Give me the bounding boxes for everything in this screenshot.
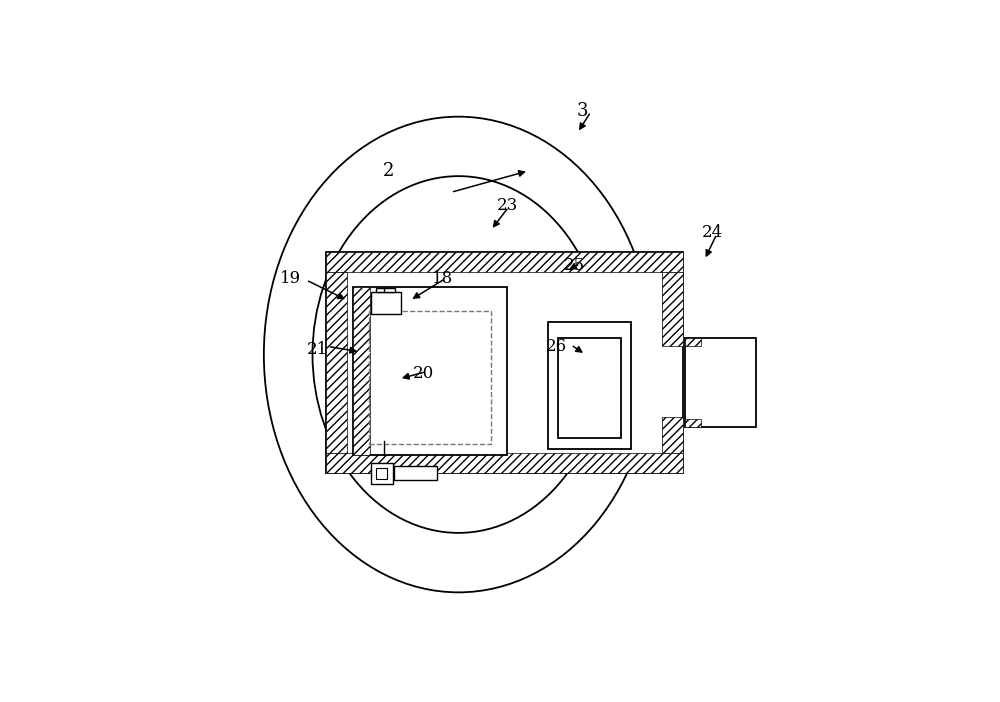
Text: 21: 21 — [307, 340, 329, 357]
Bar — [369, 311, 491, 444]
Text: 2: 2 — [382, 161, 394, 180]
Bar — [371, 292, 401, 314]
Bar — [376, 288, 395, 292]
Bar — [685, 419, 701, 428]
Text: 18: 18 — [432, 270, 453, 287]
Text: 20: 20 — [413, 365, 434, 382]
Bar — [326, 272, 347, 453]
Bar — [662, 417, 683, 453]
Bar — [326, 453, 683, 473]
Bar — [685, 338, 701, 346]
Bar — [371, 463, 393, 484]
Bar — [353, 287, 507, 454]
Text: 25: 25 — [564, 257, 585, 274]
Bar — [662, 272, 683, 346]
Bar — [685, 338, 756, 428]
Bar — [558, 338, 621, 438]
Text: 3: 3 — [577, 102, 589, 120]
Bar — [353, 287, 370, 454]
Text: 23: 23 — [496, 197, 518, 214]
Bar — [376, 468, 387, 479]
Bar — [326, 252, 683, 272]
Bar — [326, 252, 683, 473]
Text: 19: 19 — [280, 270, 301, 287]
Bar — [548, 322, 631, 449]
Text: 24: 24 — [702, 225, 723, 241]
Bar — [394, 466, 437, 480]
Text: 26: 26 — [546, 338, 567, 355]
